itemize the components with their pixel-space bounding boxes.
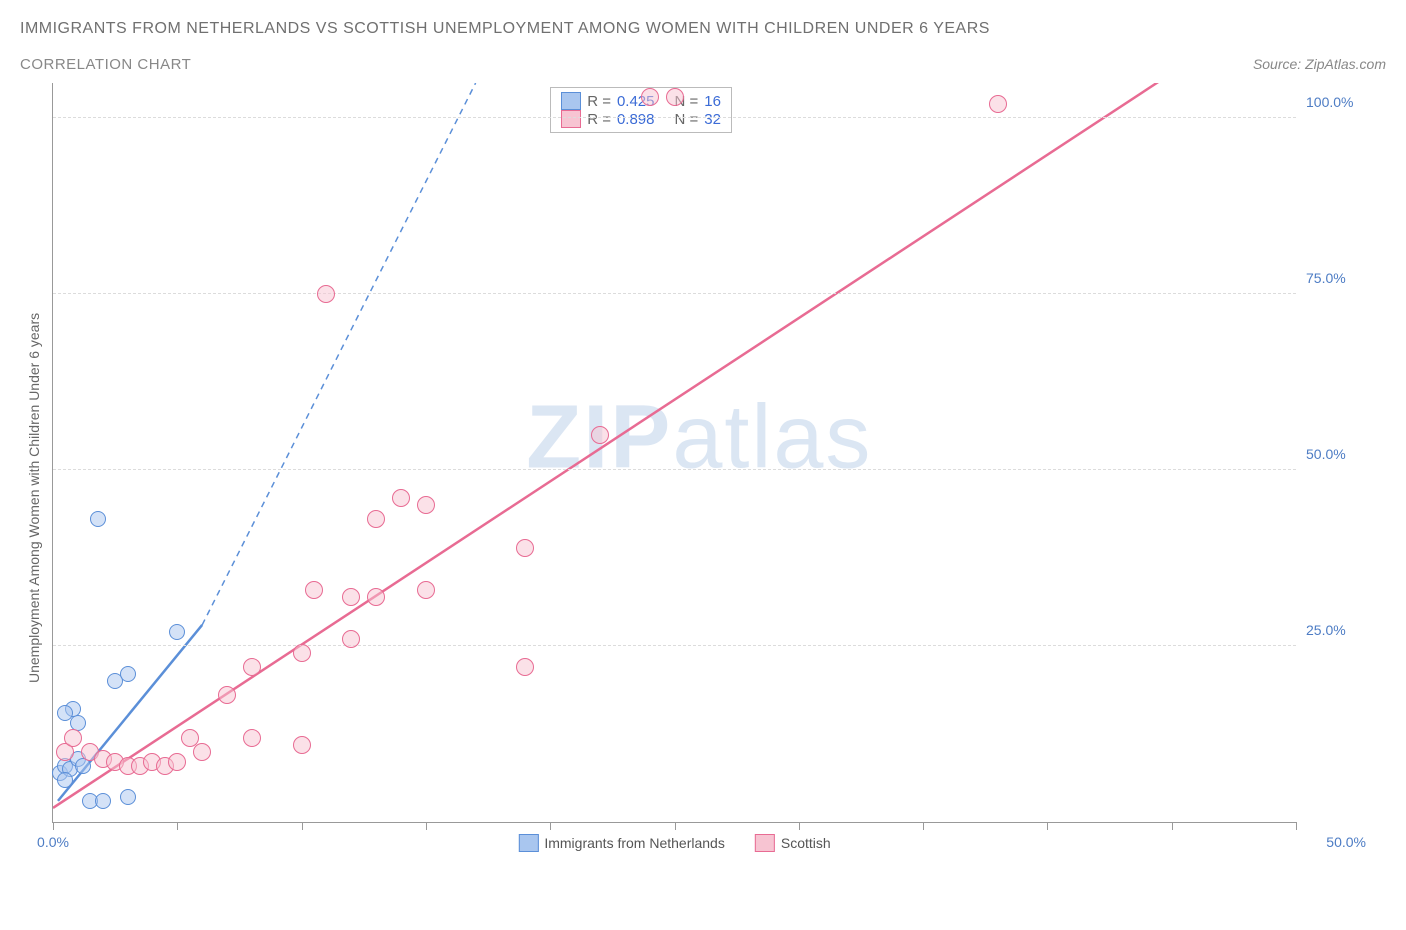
data-point xyxy=(417,496,435,514)
y-tick-label: 25.0% xyxy=(1306,622,1366,638)
x-tick xyxy=(923,822,924,830)
y-tick-label: 50.0% xyxy=(1306,446,1366,462)
source-attribution: Source: ZipAtlas.com xyxy=(1253,56,1386,72)
data-point xyxy=(516,658,534,676)
data-point xyxy=(243,729,261,747)
data-point xyxy=(666,88,684,106)
chart-subtitle: CORRELATION CHART xyxy=(20,56,191,73)
data-point xyxy=(417,581,435,599)
x-tick xyxy=(1047,822,1048,830)
data-point xyxy=(293,736,311,754)
gridline xyxy=(53,117,1296,118)
data-point xyxy=(989,95,1007,113)
legend-row: R = 0.898 N = 32 xyxy=(561,110,721,128)
legend-r-label: R = xyxy=(587,93,611,110)
series-legend-item: Scottish xyxy=(755,834,831,852)
data-point xyxy=(293,644,311,662)
legend-swatch xyxy=(518,834,538,852)
data-point xyxy=(193,743,211,761)
data-point xyxy=(591,426,609,444)
data-point xyxy=(317,285,335,303)
trendlines-layer xyxy=(53,83,1296,822)
x-tick xyxy=(799,822,800,830)
x-tick xyxy=(675,822,676,830)
y-tick-label: 100.0% xyxy=(1306,94,1366,110)
gridline xyxy=(53,293,1296,294)
watermark-light: atlas xyxy=(672,387,872,487)
data-point xyxy=(516,539,534,557)
series-legend: Immigrants from Netherlands Scottish xyxy=(518,834,830,852)
data-point xyxy=(218,686,236,704)
y-axis-label: Unemployment Among Women with Children U… xyxy=(20,83,42,873)
data-point xyxy=(90,511,106,527)
plot-region: ZIPatlas R =0.425N =16R =0.898N =32 Immi… xyxy=(42,83,1386,873)
data-point xyxy=(120,666,136,682)
data-point xyxy=(120,789,136,805)
chart-title: IMMIGRANTS FROM NETHERLANDS VS SCOTTISH … xyxy=(20,20,1386,38)
data-point xyxy=(641,88,659,106)
series-name: Immigrants from Netherlands xyxy=(544,835,725,851)
x-tick xyxy=(53,822,54,830)
y-tick-label: 75.0% xyxy=(1306,270,1366,286)
data-point xyxy=(57,705,73,721)
x-tick xyxy=(550,822,551,830)
data-point xyxy=(64,729,82,747)
x-tick xyxy=(1296,822,1297,830)
series-name: Scottish xyxy=(781,835,831,851)
correlation-chart: IMMIGRANTS FROM NETHERLANDS VS SCOTTISH … xyxy=(20,20,1386,910)
subtitle-row: CORRELATION CHART Source: ZipAtlas.com xyxy=(20,56,1386,73)
x-tick-label: 50.0% xyxy=(1326,834,1366,850)
data-point xyxy=(57,772,73,788)
legend-swatch xyxy=(561,110,581,128)
data-point xyxy=(367,588,385,606)
data-point xyxy=(243,658,261,676)
x-tick xyxy=(1172,822,1173,830)
legend-n-label: N = xyxy=(675,111,699,128)
data-point xyxy=(367,510,385,528)
watermark: ZIPatlas xyxy=(526,386,872,489)
legend-r-label: R = xyxy=(587,111,611,128)
data-point xyxy=(342,630,360,648)
plot-area: ZIPatlas R =0.425N =16R =0.898N =32 Immi… xyxy=(52,83,1296,823)
data-point xyxy=(392,489,410,507)
legend-swatch xyxy=(755,834,775,852)
gridline xyxy=(53,645,1296,646)
x-tick xyxy=(426,822,427,830)
legend-r-value: 0.898 xyxy=(617,111,655,128)
data-point xyxy=(95,793,111,809)
data-point xyxy=(168,753,186,771)
x-tick xyxy=(302,822,303,830)
data-point xyxy=(342,588,360,606)
x-tick xyxy=(177,822,178,830)
x-tick-label: 0.0% xyxy=(37,834,69,850)
legend-n-value: 16 xyxy=(704,93,721,110)
legend-n-value: 32 xyxy=(704,111,721,128)
gridline xyxy=(53,469,1296,470)
series-legend-item: Immigrants from Netherlands xyxy=(518,834,725,852)
data-point xyxy=(305,581,323,599)
data-point xyxy=(169,624,185,640)
legend-swatch xyxy=(561,92,581,110)
plot-wrap: Unemployment Among Women with Children U… xyxy=(20,83,1386,873)
